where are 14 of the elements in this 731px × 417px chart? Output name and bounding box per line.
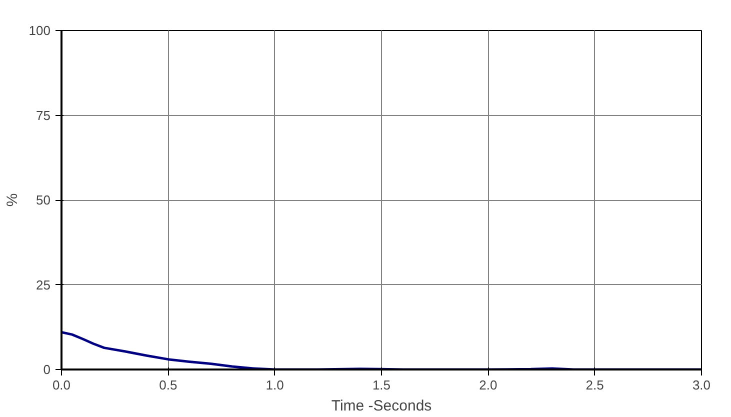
x-tick-label: 2.0 xyxy=(479,378,498,392)
x-tick-label: 1.5 xyxy=(372,378,391,392)
y-tick-label: 100 xyxy=(28,23,51,38)
x-tick-label: 0.0 xyxy=(52,378,71,392)
y-tick-label: 75 xyxy=(36,108,51,123)
x-tick-label: 2.5 xyxy=(586,378,604,392)
x-axis-title: Time -Seconds xyxy=(331,398,432,414)
x-tick-label: 0.5 xyxy=(159,378,178,392)
y-tick-label: 0 xyxy=(43,362,51,377)
x-tick-label: 3.0 xyxy=(692,378,711,392)
y-axis-title: % xyxy=(4,193,21,207)
x-tick-label: 1.0 xyxy=(266,378,284,392)
y-tick-label: 50 xyxy=(36,192,51,208)
y-tick-label: 25 xyxy=(36,277,51,292)
